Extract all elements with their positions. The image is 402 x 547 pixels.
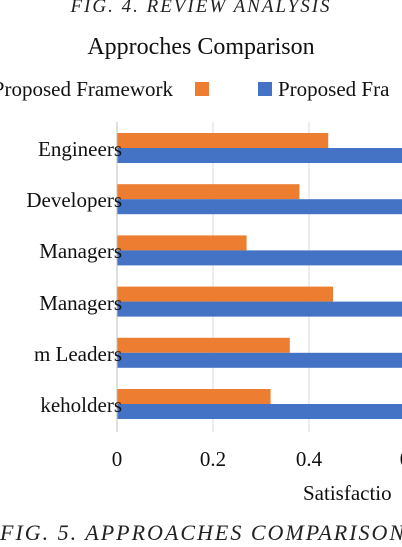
legend-item-series-1: Proposed Fra [258, 77, 389, 102]
tick-label-1: 0.2 [199, 447, 227, 471]
chart-title: Approches Comparison [87, 34, 315, 60]
figure-caption-bottom: FIG. 5. APPROACHES COMPARISON [0, 520, 402, 545]
bar-orange-5 [117, 389, 271, 404]
bar-blue-2 [117, 250, 402, 266]
bar-blue-1 [117, 199, 402, 215]
legend-swatch-series-0 [195, 82, 209, 97]
bar-blue-4 [117, 352, 402, 368]
legend-label-series-1: Proposed Fra [278, 77, 390, 101]
figure-caption-top: FIG. 4. REVIEW ANALYSIS [70, 0, 332, 17]
bar-blue-0 [117, 148, 402, 163]
bar-orange-0 [117, 133, 329, 148]
bar-blue-3 [117, 301, 402, 317]
bar-blue-5 [117, 404, 402, 419]
bar-orange-1 [117, 184, 300, 200]
bar-orange-2 [117, 235, 247, 251]
category-label-1: Developers [26, 188, 122, 213]
category-label-5: keholders [40, 393, 122, 417]
bar-orange-3 [117, 286, 333, 302]
chart-legend: t Proposed Framework Proposed Fra [0, 77, 402, 103]
bar-orange-4 [117, 337, 290, 353]
category-label-0: Engineers [38, 137, 122, 161]
legend-swatch-series-1 [258, 82, 272, 97]
legend-label-series-0: t Proposed Framework [0, 77, 173, 101]
tick-label-2: 0.4 [295, 447, 323, 471]
category-label-3: Managers [39, 290, 122, 315]
x-axis-label: Satisfactio [303, 481, 392, 505]
category-label-2: Managers [39, 239, 122, 264]
tick-label-0: 0 [111, 447, 123, 471]
tick-label-3: 0 [375, 447, 402, 472]
legend-item-series-0: t Proposed Framework [0, 77, 209, 102]
category-label-4: m Leaders [33, 341, 122, 366]
